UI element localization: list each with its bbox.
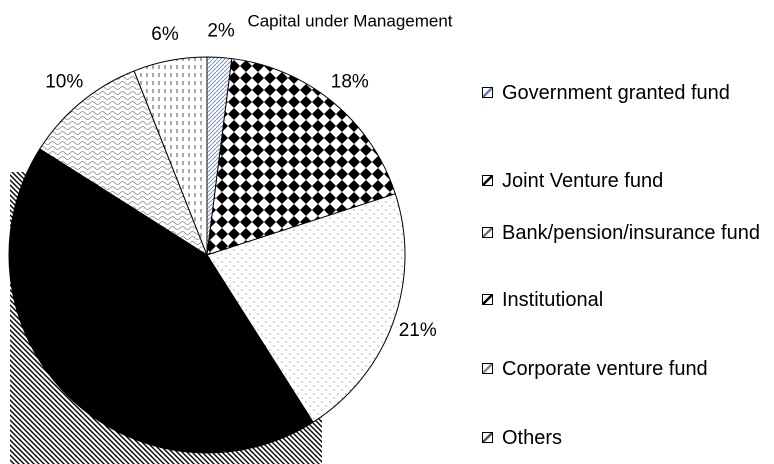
- legend-label: Government granted fund: [502, 82, 730, 104]
- data-label: 43%: [62, 370, 100, 391]
- legend-item: Corporate venture fund: [480, 356, 770, 383]
- data-label: 21%: [399, 320, 437, 341]
- chart-title: Capital under Management: [247, 11, 452, 30]
- legend-label: Others: [502, 427, 563, 449]
- pie-slice: [206, 58, 396, 256]
- legend-label: Institutional: [502, 289, 604, 311]
- legend-label: Joint Venture fund: [502, 170, 664, 192]
- legend-item: Institutional: [480, 287, 770, 314]
- legend-swatch: [482, 294, 493, 305]
- legend-label: Bank/pension/insurance fund: [502, 222, 760, 244]
- pie-slice: [133, 56, 208, 256]
- legend-swatch: [482, 363, 493, 374]
- legend-item: Others: [480, 425, 770, 452]
- legend-item: Bank/pension/insurance fund: [480, 220, 770, 247]
- legend-item: Government granted fund: [480, 80, 770, 107]
- data-label: 10%: [45, 71, 83, 92]
- pie-slice: [39, 70, 209, 257]
- data-label: 6%: [151, 24, 179, 45]
- legend-swatch: [482, 87, 493, 98]
- data-label: 18%: [331, 71, 369, 92]
- legend-item: Joint Venture fund: [480, 168, 770, 195]
- data-label: 2%: [207, 20, 235, 41]
- legend-swatch: [482, 227, 493, 238]
- pie-slice: [8, 148, 314, 454]
- pie-slice: [206, 193, 406, 423]
- legend-swatch: [482, 432, 493, 443]
- legend-label: Corporate venture fund: [502, 358, 708, 380]
- legend-swatch: [482, 175, 493, 186]
